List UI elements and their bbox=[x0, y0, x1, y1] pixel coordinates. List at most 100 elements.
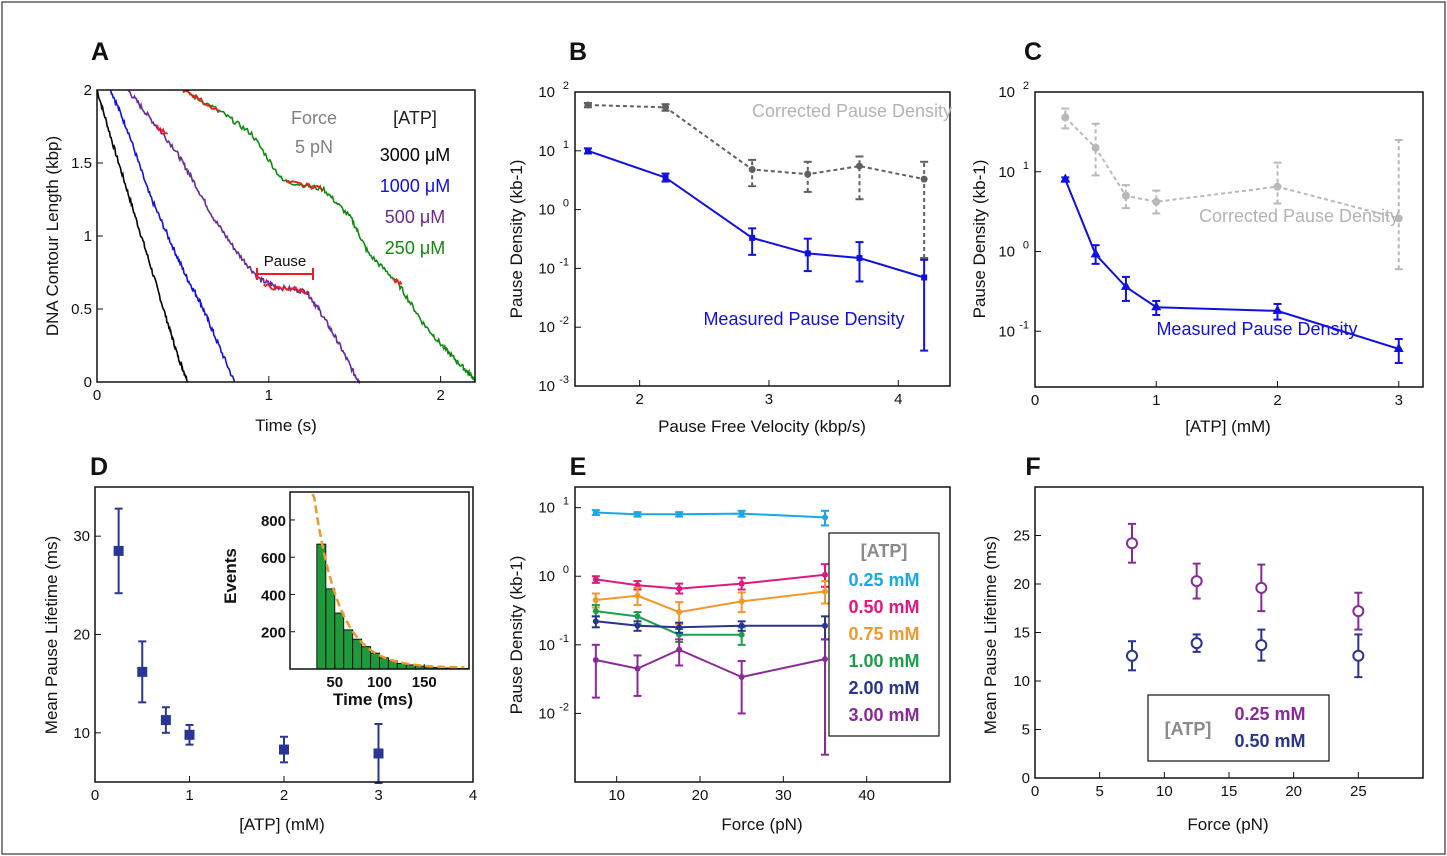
panel-a-xtick-label: 2 bbox=[436, 387, 444, 404]
panel-a-ytick-label: 1.5 bbox=[71, 155, 92, 172]
panel-a-xtick-label: 0 bbox=[93, 387, 101, 404]
panel-b-axes bbox=[574, 91, 951, 387]
panel-c-series-1 bbox=[1064, 179, 1400, 350]
panel-label-e: E bbox=[570, 453, 587, 481]
panel-a-xtick-label: 1 bbox=[265, 387, 273, 404]
panel-c-marker bbox=[1120, 280, 1131, 290]
inset-bar bbox=[343, 629, 354, 670]
force-title: Force bbox=[291, 108, 337, 128]
pause-segment-4 bbox=[392, 277, 403, 286]
panel-e-marker bbox=[676, 609, 683, 616]
panel-f-ytick-label: 10 bbox=[1013, 673, 1030, 690]
inset-bar bbox=[316, 543, 327, 670]
panel-b-y-tick-exponent: -1 bbox=[559, 256, 569, 268]
panel-c-marker bbox=[1152, 197, 1161, 206]
panel-e-legend-entry: 0.25 mM bbox=[848, 570, 919, 590]
panel-e-xtick-label: 30 bbox=[775, 787, 792, 804]
panel-e-legend-entry: 3.00 mM bbox=[848, 705, 919, 725]
panel-e-xtick-label: 20 bbox=[692, 787, 709, 804]
inset-ytick-label: 400 bbox=[261, 587, 286, 604]
panel-b-xtick-label: 4 bbox=[894, 391, 902, 408]
force-value: 5 pN bbox=[295, 137, 333, 157]
panel-e-y-tick-label: 10 bbox=[538, 568, 555, 585]
inset-bar bbox=[379, 657, 389, 670]
panel-e-axes bbox=[574, 486, 951, 783]
panel-f-xtick-label: 5 bbox=[1095, 783, 1103, 800]
inset-ylabel: Events bbox=[221, 548, 240, 604]
panel-e-marker bbox=[592, 597, 599, 604]
panel-e-marker bbox=[634, 582, 641, 589]
panel-c-marker bbox=[1393, 342, 1404, 352]
panel-e-legend-entry: 1.00 mM bbox=[848, 651, 919, 671]
panel-b-y-tick-exponent: -2 bbox=[559, 315, 569, 327]
inset-ytick-label: 200 bbox=[261, 625, 286, 642]
panel-d-marker bbox=[113, 545, 124, 556]
panel-label-f: F bbox=[1025, 453, 1040, 481]
panel-b-y-tick-exponent: -3 bbox=[559, 374, 569, 386]
panel-b-y-tick-label: 10 bbox=[538, 84, 555, 101]
panel-b-xtick-label: 3 bbox=[765, 391, 773, 408]
panel-b-xlabel: Pause Free Velocity (kbp/s) bbox=[658, 417, 866, 436]
panel-b-series-1 bbox=[587, 149, 925, 279]
panel-e-marker bbox=[634, 665, 641, 672]
panel-e-ylabel: Pause Density (kb-1) bbox=[507, 556, 526, 715]
panel-d-xlabel: [ATP] (mM) bbox=[239, 815, 325, 834]
panel-c-y-tick-label: 10 bbox=[998, 244, 1015, 261]
panel-e-xlabel: Force (pN) bbox=[721, 815, 802, 834]
panel-c-y-tick-exponent: -1 bbox=[1019, 319, 1029, 331]
panel-e-marker bbox=[738, 631, 745, 638]
panel-d-marker bbox=[279, 744, 289, 755]
legend-entry: 1000 μM bbox=[380, 176, 450, 196]
panel-e-marker bbox=[634, 511, 641, 518]
panel-c-marker bbox=[1394, 214, 1403, 223]
panel-b-marker bbox=[584, 101, 592, 109]
trace-3 bbox=[182, 89, 476, 384]
panel-e-y-tick-exponent: -1 bbox=[559, 633, 569, 645]
panel-d-xtick-label: 0 bbox=[91, 787, 99, 804]
panel-b-marker bbox=[855, 162, 863, 170]
panel-f-legend-entry: 0.50 mM bbox=[1234, 731, 1305, 751]
trace-2 bbox=[127, 89, 361, 385]
panel-f-marker bbox=[1255, 581, 1268, 594]
inset-ytick-label: 600 bbox=[261, 550, 286, 567]
panel-d-marker bbox=[373, 748, 384, 759]
panel-d-marker bbox=[184, 729, 195, 740]
panel-e-y-tick-label: 10 bbox=[538, 637, 555, 654]
panel-f-xtick-label: 20 bbox=[1285, 783, 1302, 800]
corrected-label: Corrected Pause Density bbox=[1199, 206, 1399, 226]
panel-f-ytick-label: 20 bbox=[1013, 576, 1030, 593]
panel-label-a: A bbox=[91, 38, 109, 66]
panel-a-ytick-label: 0 bbox=[84, 374, 92, 391]
panel-c-xtick-label: 0 bbox=[1031, 392, 1039, 409]
inset-xtick-label: 50 bbox=[326, 674, 343, 691]
panel-c-marker bbox=[1121, 191, 1130, 200]
panel-e-marker bbox=[592, 657, 599, 664]
panel-e-marker bbox=[634, 622, 641, 629]
panel-c-axes bbox=[1034, 91, 1424, 388]
panel-label-d: D bbox=[90, 453, 108, 481]
panel-f-marker bbox=[1255, 639, 1268, 652]
panel-c-y-tick-exponent: 1 bbox=[1023, 160, 1029, 172]
panel-e-marker bbox=[592, 576, 599, 583]
pause-segment-2 bbox=[182, 90, 220, 114]
inset-fit-curve bbox=[311, 493, 465, 669]
panel-a-ytick-label: 1 bbox=[84, 228, 92, 245]
panel-d-xtick-label: 4 bbox=[469, 787, 477, 804]
panel-b-xtick-label: 2 bbox=[635, 391, 643, 408]
panel-d-ytick-label: 30 bbox=[73, 528, 90, 545]
panel-d-ytick-label: 10 bbox=[73, 725, 90, 742]
panel-e-marker bbox=[822, 588, 828, 595]
panel-e-y-tick-label: 10 bbox=[538, 705, 555, 722]
panel-e-marker bbox=[738, 510, 745, 517]
panel-f-ytick-label: 15 bbox=[1013, 625, 1030, 642]
panel-c-marker bbox=[1061, 113, 1070, 122]
legend-entry: 250 μM bbox=[385, 238, 445, 258]
panel-f-marker bbox=[1126, 649, 1138, 662]
panel-e-marker bbox=[592, 608, 599, 615]
inset-bar bbox=[325, 588, 336, 670]
panel-e-marker bbox=[634, 613, 641, 620]
panel-f-ytick-label: 0 bbox=[1022, 770, 1030, 787]
panel-e-marker bbox=[676, 511, 683, 518]
panel-a-axes bbox=[96, 89, 476, 383]
